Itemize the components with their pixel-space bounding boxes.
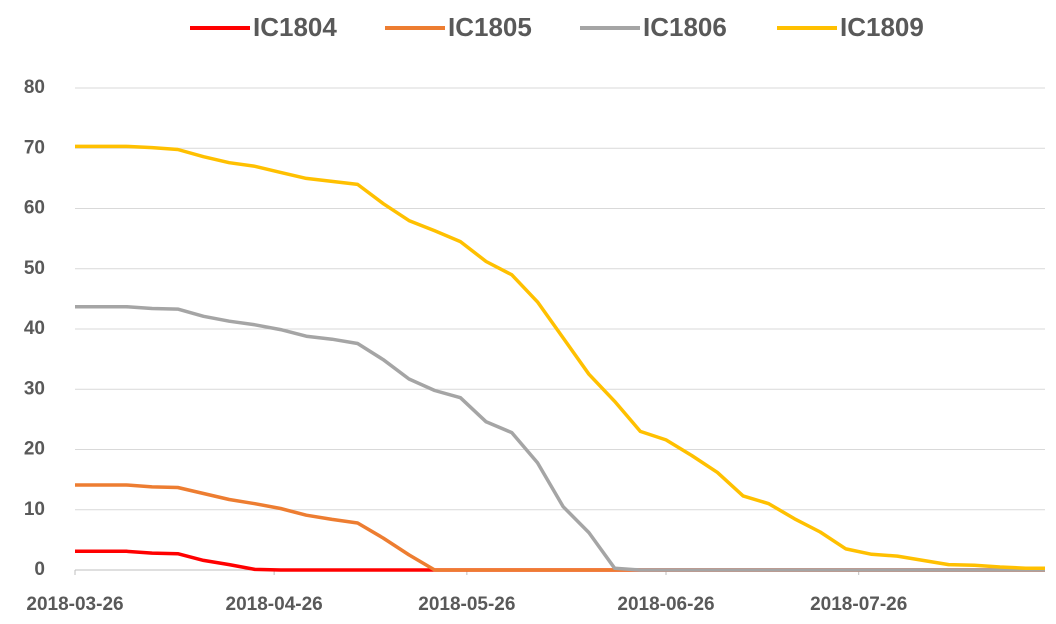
x-tick-label: 2018-07-26 xyxy=(810,594,907,615)
x-tick-label: 2018-06-26 xyxy=(617,594,714,615)
y-tick-label: 80 xyxy=(24,77,45,98)
y-tick-label: 40 xyxy=(24,318,45,339)
y-tick-label: 30 xyxy=(24,378,45,399)
legend-label: IC1805 xyxy=(448,12,532,42)
y-tick-label: 60 xyxy=(24,198,45,219)
x-tick-label: 2018-03-26 xyxy=(26,594,123,615)
y-tick-label: 20 xyxy=(24,439,45,460)
line-series xyxy=(75,549,1045,572)
line-series xyxy=(75,304,1045,572)
x-tick-label: 2018-05-26 xyxy=(418,594,515,615)
y-tick-label: 70 xyxy=(24,137,45,158)
y-tick-label: 10 xyxy=(24,499,45,520)
y-tick-label: 0 xyxy=(34,559,45,580)
line-series xyxy=(75,144,1045,570)
x-tick-label: 2018-04-26 xyxy=(226,594,323,615)
legend-label: IC1806 xyxy=(643,12,727,42)
y-tick-label: 50 xyxy=(24,258,45,279)
legend-label: IC1804 xyxy=(253,12,337,42)
legend-label: IC1809 xyxy=(840,12,924,42)
